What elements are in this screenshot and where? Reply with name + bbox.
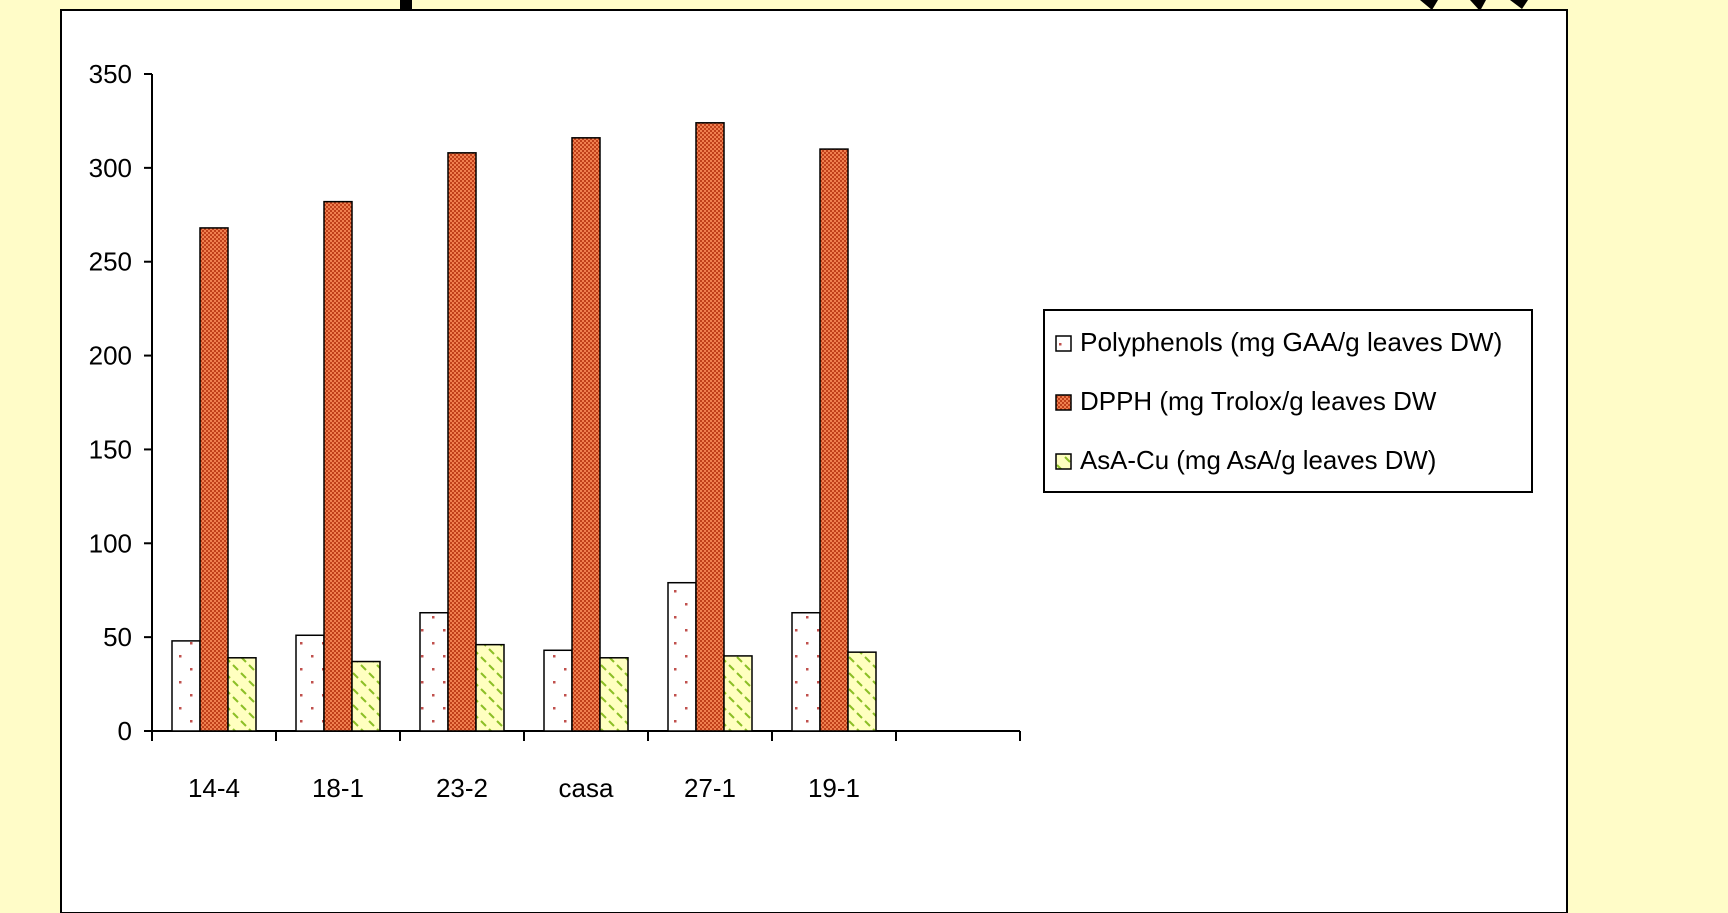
bar-dots-19-1 — [791, 611, 821, 732]
bar-dots-14-4 — [171, 640, 201, 732]
y-tick-label: 250 — [89, 247, 132, 277]
legend-label: Polyphenols (mg GAA/g leaves DW) — [1080, 327, 1502, 357]
bar-dots-27-1 — [667, 581, 697, 732]
tick-labels: 0 50 100 150 200 250 300 350 14-4 18-1 23-2 casa 27-… — [89, 59, 860, 803]
bar-checker-casa — [571, 137, 601, 732]
legend-label: AsA-Cu (mg AsA/g leaves DW) — [1080, 445, 1436, 475]
bars-group — [171, 122, 877, 732]
legend-box — [1043, 309, 1533, 493]
bar-checker-18-1 — [323, 200, 353, 732]
y-tick-label: 150 — [89, 434, 132, 464]
legend-swatch-dots — [1055, 335, 1072, 352]
y-tick-label: 350 — [89, 59, 132, 89]
bar-dots-18-1 — [295, 634, 325, 732]
x-tick-label: 19-1 — [808, 773, 860, 803]
bar-dashes-19-1 — [847, 651, 877, 732]
bar-dashes-casa — [599, 657, 629, 732]
y-tick-label: 50 — [103, 622, 132, 652]
legend-label: DPPH (mg Trolox/g leaves DW — [1080, 386, 1437, 416]
clipped-title-fragments — [400, 0, 1528, 11]
bar-dashes-14-4 — [227, 657, 257, 732]
y-tick-label: 0 — [118, 716, 132, 746]
bar-dashes-23-2 — [475, 643, 505, 732]
legend-swatch-checker — [1055, 394, 1072, 411]
bar-dots-23-2 — [419, 611, 449, 732]
x-tick-label: casa — [559, 773, 614, 803]
bar-dots-casa — [543, 649, 573, 732]
bar-checker-19-1 — [819, 148, 849, 732]
x-tick-label: 27-1 — [684, 773, 736, 803]
bar-checker-27-1 — [695, 122, 725, 732]
x-tick-label: 18-1 — [312, 773, 364, 803]
y-tick-label: 100 — [89, 528, 132, 558]
y-tick-label: 300 — [89, 153, 132, 183]
legend: Polyphenols (mg GAA/g leaves DW) DPPH (mg… — [1043, 309, 1533, 493]
bar-dashes-27-1 — [723, 655, 753, 732]
bar-checker-14-4 — [199, 227, 229, 732]
bar-dashes-18-1 — [351, 660, 381, 732]
x-tick-label: 23-2 — [436, 773, 488, 803]
x-tick-label: 14-4 — [188, 773, 240, 803]
y-tick-label: 200 — [89, 341, 132, 371]
bar-checker-23-2 — [447, 152, 477, 732]
legend-swatch-dashes — [1055, 453, 1072, 470]
